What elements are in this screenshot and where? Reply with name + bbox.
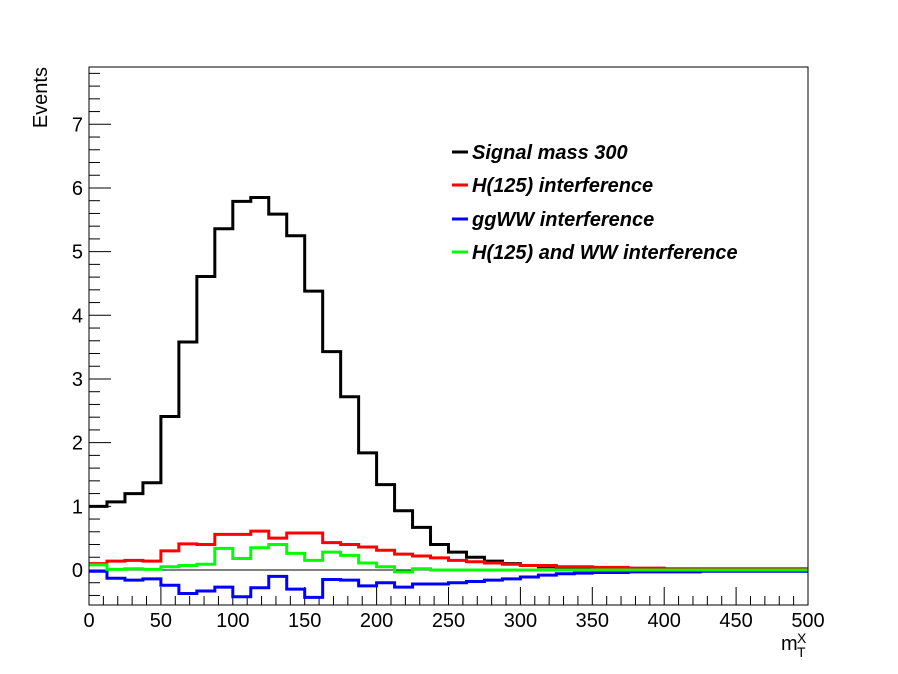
series-3 [89, 569, 808, 599]
x-tick-label: 150 [288, 610, 321, 632]
series-layer [89, 196, 808, 599]
x-tick-label: 100 [216, 610, 249, 632]
legend-label: H(125) interference [472, 175, 653, 197]
legend-label: ggWW interference [471, 209, 654, 231]
legend-label: H(125) and WW interference [472, 242, 738, 264]
y-tick-label: 1 [72, 496, 83, 518]
series-line [89, 543, 808, 574]
axis-ticks [88, 72, 809, 605]
x-tick-label: 200 [360, 610, 393, 632]
series-line [89, 569, 808, 599]
x-tick-label: 500 [791, 610, 824, 632]
series-4 [89, 543, 808, 574]
legend-entry: Signal mass 300 [452, 142, 628, 164]
series-line [89, 529, 808, 571]
y-axis-title: Events [30, 67, 52, 128]
x-tick-label: 0 [83, 610, 94, 632]
legend-entry: H(125) interference [452, 175, 653, 197]
legend-label: Signal mass 300 [472, 142, 628, 164]
x-axis-title-superscript: X [797, 630, 807, 646]
y-tick-label: 4 [72, 305, 83, 327]
legend-entry: ggWW interference [452, 209, 654, 231]
x-tick-label: 450 [719, 610, 752, 632]
y-tick-labels: 0 1 2 3 4 5 6 7 [72, 114, 83, 582]
x-tick-label: 350 [576, 610, 609, 632]
x-axis-title-base: m [781, 633, 798, 655]
y-tick-label: 5 [72, 242, 83, 264]
x-tick-label: 300 [504, 610, 537, 632]
legend: Signal mass 300 H(125) interference ggWW… [452, 142, 738, 264]
legend-entry: H(125) and WW interference [452, 242, 738, 264]
x-tick-label: 50 [150, 610, 172, 632]
x-axis-title: m X T [781, 630, 807, 660]
series-2 [89, 529, 808, 571]
x-axis-title-subscript: T [797, 644, 806, 660]
x-tick-labels: 0 50 100 150 200 250 300 350 400 450 500 [83, 610, 824, 632]
y-tick-label: 0 [72, 560, 83, 582]
x-tick-label: 250 [432, 610, 465, 632]
plot-frame [88, 66, 809, 606]
y-tick-label: 6 [72, 178, 83, 200]
y-tick-label: 7 [72, 114, 83, 136]
x-tick-label: 400 [648, 610, 681, 632]
y-tick-label: 2 [72, 433, 83, 455]
y-tick-label: 3 [72, 369, 83, 391]
